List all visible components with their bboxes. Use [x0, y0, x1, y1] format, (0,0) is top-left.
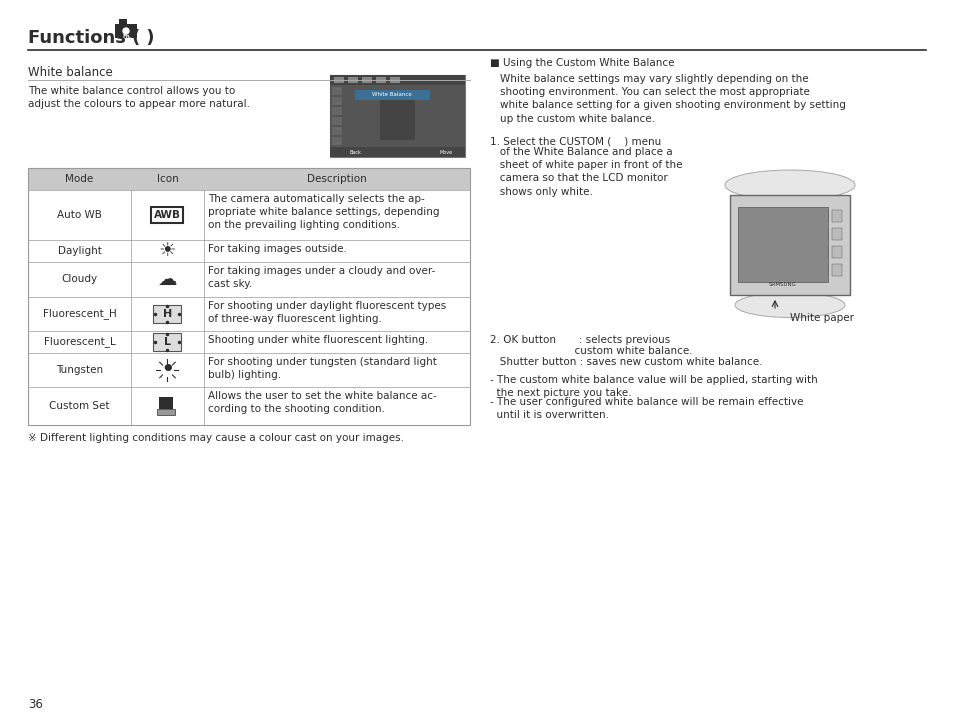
Bar: [831, 228, 841, 240]
Bar: [330, 147, 464, 157]
Text: n: n: [129, 36, 132, 40]
Text: •: •: [160, 358, 174, 382]
Text: Shutter button : saves new custom white balance.: Shutter button : saves new custom white …: [490, 357, 761, 367]
Text: H: H: [163, 309, 172, 319]
Bar: [375, 77, 386, 83]
Bar: [159, 397, 173, 409]
Bar: [330, 75, 464, 85]
Bar: [28, 168, 470, 190]
Bar: [738, 207, 827, 282]
Text: Fluorescent_H: Fluorescent_H: [43, 309, 116, 320]
Text: Fn: Fn: [122, 34, 130, 38]
Bar: [729, 195, 849, 295]
Text: Cloudy: Cloudy: [61, 274, 97, 284]
Text: The camera automatically selects the ap-
propriate white balance settings, depen: The camera automatically selects the ap-…: [208, 194, 439, 230]
Text: Shooting under white fluorescent lighting.: Shooting under white fluorescent lightin…: [208, 335, 428, 345]
Text: ): ): [140, 29, 154, 47]
Bar: [119, 19, 127, 24]
Text: Custom Set: Custom Set: [50, 401, 110, 411]
Text: The white balance control allows you to
adjust the colours to appear more natura: The white balance control allows you to …: [28, 86, 250, 109]
Text: Description: Description: [307, 174, 367, 184]
Ellipse shape: [734, 292, 844, 318]
Bar: [28, 168, 470, 425]
Text: Fluorescent_L: Fluorescent_L: [44, 336, 115, 348]
Bar: [361, 77, 372, 83]
Text: ☁: ☁: [157, 270, 177, 289]
Text: ※ Different lighting conditions may cause a colour cast on your images.: ※ Different lighting conditions may caus…: [28, 433, 403, 443]
Text: For shooting under tungsten (standard light
bulb) lighting.: For shooting under tungsten (standard li…: [208, 357, 436, 380]
FancyBboxPatch shape: [157, 409, 175, 415]
Text: White paper: White paper: [789, 313, 853, 323]
Text: Allows the user to set the white balance ac-
cording to the shooting condition.: Allows the user to set the white balance…: [208, 391, 436, 414]
Text: For taking images under a cloudy and over-
cast sky.: For taking images under a cloudy and ove…: [208, 266, 435, 289]
Bar: [332, 87, 341, 95]
Text: custom white balance.: custom white balance.: [490, 346, 692, 356]
Text: - The custom white balance value will be applied, starting with
  the next pictu: - The custom white balance value will be…: [490, 375, 817, 398]
Text: For shooting under daylight fluorescent types
of three-way fluorescent lighting.: For shooting under daylight fluorescent …: [208, 301, 446, 324]
Text: ☀: ☀: [158, 241, 176, 261]
Text: Mode: Mode: [66, 174, 93, 184]
Text: 36: 36: [28, 698, 43, 711]
Text: Move: Move: [439, 150, 453, 155]
Bar: [334, 77, 344, 83]
Bar: [379, 100, 415, 140]
Circle shape: [121, 26, 131, 36]
Bar: [152, 207, 183, 223]
Bar: [153, 333, 181, 351]
Bar: [330, 75, 464, 157]
Bar: [348, 77, 357, 83]
Text: L: L: [164, 337, 171, 347]
Bar: [332, 137, 341, 145]
Bar: [153, 305, 181, 323]
Bar: [831, 246, 841, 258]
Text: AWB: AWB: [153, 210, 181, 220]
Bar: [355, 90, 430, 100]
Text: 1. Select the CUSTOM (    ) menu: 1. Select the CUSTOM ( ) menu: [490, 136, 660, 146]
Text: Back: Back: [350, 150, 361, 155]
Text: 2. OK button       : selects previous: 2. OK button : selects previous: [490, 335, 670, 345]
Text: Daylight: Daylight: [57, 246, 101, 256]
Bar: [332, 127, 341, 135]
Bar: [332, 117, 341, 125]
Text: White Balance: White Balance: [372, 92, 412, 97]
Bar: [831, 264, 841, 276]
Text: SAMSUNG: SAMSUNG: [768, 282, 796, 287]
Text: Functions (: Functions (: [28, 29, 140, 47]
Ellipse shape: [724, 170, 854, 200]
Text: White balance settings may vary slightly depending on the
shooting environment. : White balance settings may vary slightly…: [499, 74, 845, 124]
Text: Auto WB: Auto WB: [57, 210, 102, 220]
Text: of the White Balance and place a
   sheet of white paper in front of the
   came: of the White Balance and place a sheet o…: [490, 147, 681, 197]
Bar: [831, 210, 841, 222]
Bar: [115, 24, 137, 38]
Bar: [390, 77, 399, 83]
Text: - The user configured white balance will be remain effective
  until it is overw: - The user configured white balance will…: [490, 397, 802, 420]
Text: White balance: White balance: [28, 66, 112, 79]
Bar: [330, 85, 464, 147]
Text: ■ Using the Custom White Balance: ■ Using the Custom White Balance: [490, 58, 674, 68]
Circle shape: [123, 28, 129, 34]
Bar: [332, 107, 341, 115]
Text: Icon: Icon: [156, 174, 178, 184]
Bar: [332, 97, 341, 105]
Text: For taking images outside.: For taking images outside.: [208, 244, 347, 254]
Text: Tungsten: Tungsten: [56, 365, 103, 375]
